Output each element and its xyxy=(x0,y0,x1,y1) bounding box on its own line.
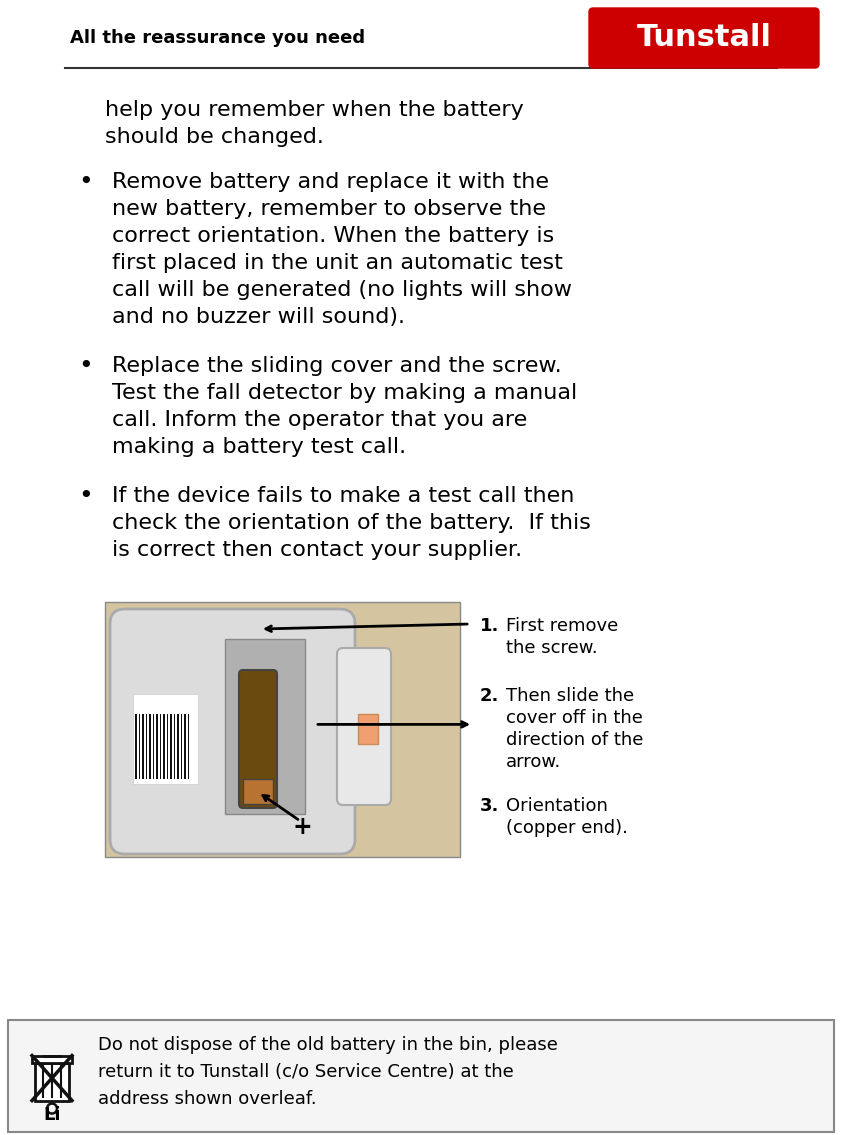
Bar xyxy=(170,714,172,779)
Bar xyxy=(133,693,198,784)
Bar xyxy=(142,714,144,779)
Text: Replace the sliding cover and the screw.: Replace the sliding cover and the screw. xyxy=(112,356,562,376)
Text: cover off in the: cover off in the xyxy=(506,709,643,728)
Text: Orientation: Orientation xyxy=(506,797,608,815)
Text: Tunstall: Tunstall xyxy=(637,24,771,52)
Bar xyxy=(173,714,175,779)
Text: new battery, remember to observe the: new battery, remember to observe the xyxy=(112,199,546,219)
Text: arrow.: arrow. xyxy=(506,753,562,771)
Text: 1.: 1. xyxy=(480,617,499,634)
Text: call. Inform the operator that you are: call. Inform the operator that you are xyxy=(112,410,527,430)
Bar xyxy=(177,714,179,779)
Bar xyxy=(163,714,165,779)
Bar xyxy=(35,1062,69,1101)
Text: Do not dispose of the old battery in the bin, please: Do not dispose of the old battery in the… xyxy=(98,1036,558,1054)
Bar xyxy=(156,714,157,779)
Bar xyxy=(159,714,162,779)
Text: Li: Li xyxy=(43,1105,61,1124)
Text: Remove battery and replace it with the: Remove battery and replace it with the xyxy=(112,173,549,192)
Text: All the reassurance you need: All the reassurance you need xyxy=(70,30,365,47)
Text: the screw.: the screw. xyxy=(506,639,598,657)
Text: making a battery test call.: making a battery test call. xyxy=(112,437,406,457)
Text: •: • xyxy=(78,354,93,378)
FancyBboxPatch shape xyxy=(239,670,277,808)
Text: Test the fall detector by making a manual: Test the fall detector by making a manua… xyxy=(112,382,578,403)
FancyBboxPatch shape xyxy=(337,648,391,805)
Bar xyxy=(225,639,305,814)
Bar xyxy=(152,714,154,779)
Text: +: + xyxy=(292,815,312,839)
Text: check the orientation of the battery.  If this: check the orientation of the battery. If… xyxy=(112,513,591,533)
Bar xyxy=(105,602,460,857)
Text: 2.: 2. xyxy=(480,687,499,705)
Text: •: • xyxy=(78,170,93,194)
Text: is correct then contact your supplier.: is correct then contact your supplier. xyxy=(112,540,522,560)
FancyBboxPatch shape xyxy=(110,609,355,854)
Bar xyxy=(188,714,189,779)
Bar xyxy=(135,714,136,779)
Bar xyxy=(138,714,141,779)
Text: first placed in the unit an automatic test: first placed in the unit an automatic te… xyxy=(112,253,562,274)
Text: 3.: 3. xyxy=(480,797,499,815)
Bar xyxy=(149,714,151,779)
Text: help you remember when the battery: help you remember when the battery xyxy=(105,100,524,120)
Text: (copper end).: (copper end). xyxy=(506,819,628,836)
Bar xyxy=(32,1056,72,1062)
Text: •: • xyxy=(78,484,93,508)
Bar xyxy=(243,779,273,804)
Text: and no buzzer will sound).: and no buzzer will sound). xyxy=(112,306,405,327)
Text: direction of the: direction of the xyxy=(506,731,643,749)
Text: correct orientation. When the battery is: correct orientation. When the battery is xyxy=(112,226,554,246)
Text: If the device fails to make a test call then: If the device fails to make a test call … xyxy=(112,486,574,506)
Text: return it to Tunstall (c/o Service Centre) at the: return it to Tunstall (c/o Service Centr… xyxy=(98,1063,514,1081)
Text: Then slide the: Then slide the xyxy=(506,687,634,705)
Bar xyxy=(180,714,183,779)
Bar xyxy=(358,714,378,745)
FancyBboxPatch shape xyxy=(589,8,819,68)
Bar xyxy=(167,714,168,779)
Bar xyxy=(8,1020,834,1132)
Text: address shown overleaf.: address shown overleaf. xyxy=(98,1090,317,1108)
Bar xyxy=(146,714,147,779)
Text: should be changed.: should be changed. xyxy=(105,127,324,148)
Text: call will be generated (no lights will show: call will be generated (no lights will s… xyxy=(112,280,572,300)
Bar xyxy=(184,714,186,779)
Text: First remove: First remove xyxy=(506,617,618,634)
